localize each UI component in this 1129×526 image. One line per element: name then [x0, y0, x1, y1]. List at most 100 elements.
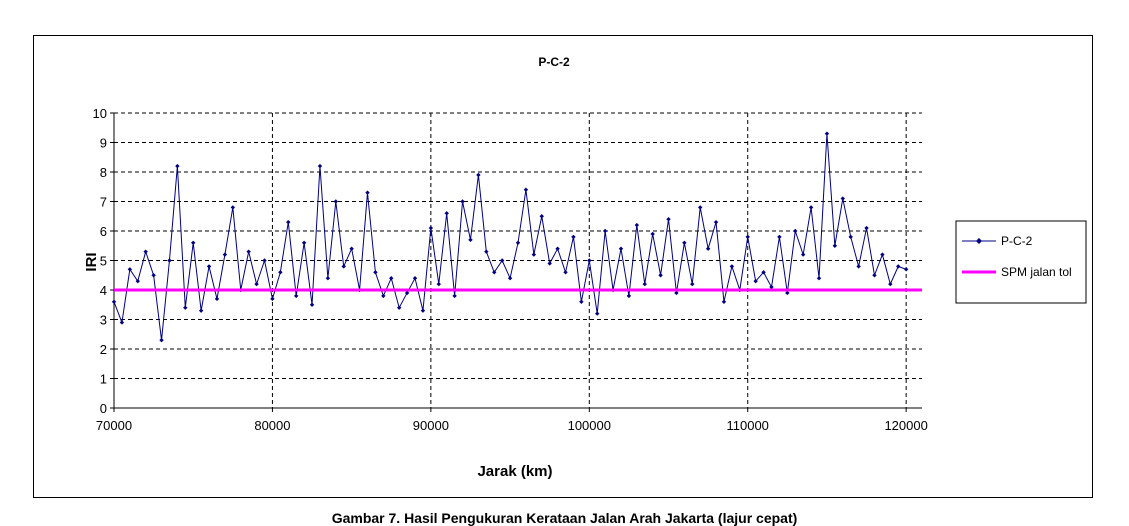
- x-tick-label-1: 80000: [254, 418, 290, 433]
- data-point: [618, 246, 624, 251]
- data-point: [745, 234, 750, 240]
- data-point: [135, 278, 140, 284]
- x-tick-label-2: 90000: [413, 418, 449, 433]
- series-line-0: [113, 133, 907, 341]
- data-point: [222, 252, 228, 257]
- data-point: [270, 296, 275, 302]
- data-point: [777, 234, 782, 240]
- data-point: [159, 337, 164, 343]
- data-point: [436, 281, 441, 287]
- data-point: [832, 243, 838, 248]
- data-point: [167, 258, 172, 263]
- data-point: [468, 237, 473, 243]
- data-point: [191, 240, 196, 245]
- data-point: [579, 299, 584, 304]
- data-point: [476, 172, 481, 178]
- data-point: [428, 225, 434, 231]
- data-point: [531, 252, 537, 257]
- y-axis-label: IRI: [83, 252, 100, 271]
- y-tick-label-2: 2: [100, 342, 107, 357]
- legend-box: [955, 220, 1087, 304]
- data-point: [658, 273, 663, 278]
- data-point: [753, 278, 758, 284]
- data-point: [444, 211, 449, 216]
- data-point: [571, 234, 576, 240]
- data-point: [682, 240, 687, 245]
- data-point: [523, 187, 529, 192]
- data-point: [262, 258, 267, 263]
- data-point: [785, 290, 790, 296]
- data-point: [547, 261, 552, 266]
- data-point: [824, 131, 830, 136]
- y-tick-label-6: 6: [100, 224, 107, 239]
- data-point: [872, 273, 877, 278]
- data-point: [539, 214, 544, 219]
- data-point: [198, 308, 204, 313]
- chart-title: P-C-2: [538, 55, 570, 69]
- data-point: [175, 163, 180, 169]
- y-tick-label-1: 1: [100, 372, 107, 387]
- data-point: [484, 249, 489, 254]
- data-point: [808, 205, 814, 210]
- data-point: [769, 284, 774, 290]
- x-tick-label-4: 110000: [727, 418, 769, 433]
- data-point: [840, 196, 845, 201]
- data-point: [713, 219, 719, 225]
- data-point: [848, 234, 853, 240]
- data-point: [492, 270, 497, 275]
- data-point: [563, 270, 568, 275]
- data-point: [412, 276, 418, 281]
- data-point: [206, 264, 212, 269]
- y-tick-label-8: 8: [100, 165, 107, 180]
- data-point: [587, 258, 592, 263]
- data-point: [381, 293, 386, 299]
- data-point: [674, 290, 679, 296]
- data-point: [761, 270, 766, 275]
- data-point: [800, 252, 806, 257]
- x-tick-label-5: 120000: [884, 418, 927, 433]
- data-point: [286, 219, 291, 225]
- legend-label-0: P-C-2: [1001, 234, 1033, 248]
- data-point: [650, 231, 655, 237]
- data-point: [143, 249, 148, 254]
- y-tick-label-9: 9: [100, 136, 107, 151]
- data-point: [325, 276, 331, 281]
- data-point: [634, 222, 640, 228]
- data-point: [309, 302, 315, 307]
- data-point: [183, 305, 188, 310]
- data-point: [396, 305, 402, 310]
- data-point: [111, 299, 117, 304]
- y-tick-label-5: 5: [100, 254, 107, 269]
- data-point: [230, 205, 236, 210]
- y-tick-label-7: 7: [100, 195, 107, 210]
- data-point: [896, 264, 901, 269]
- data-point: [127, 267, 133, 272]
- data-point: [365, 190, 370, 195]
- data-point: [697, 205, 703, 210]
- legend: P-C-2 SPM jalan tol: [955, 220, 1087, 304]
- data-point: [793, 228, 798, 234]
- data-point: [278, 270, 283, 275]
- series-layer: [111, 131, 922, 343]
- data-point: [721, 299, 727, 304]
- data-point: [404, 290, 410, 296]
- x-tick-label-3: 100000: [568, 418, 611, 433]
- x-axis-label: Jarak (km): [477, 463, 552, 480]
- data-point: [301, 240, 307, 245]
- data-point: [880, 252, 885, 257]
- data-point: [389, 276, 394, 281]
- data-point: [602, 228, 608, 234]
- data-point: [690, 281, 695, 287]
- data-point: [507, 276, 513, 281]
- data-point: [293, 293, 299, 299]
- data-point: [119, 320, 125, 325]
- figure-caption: Gambar 7. Hasil Pengukuran Kerataan Jala…: [331, 510, 798, 526]
- y-tick-label-3: 3: [100, 313, 107, 328]
- data-point: [729, 264, 735, 269]
- data-point: [254, 281, 259, 287]
- data-point: [317, 163, 323, 169]
- data-point: [864, 225, 869, 231]
- data-point: [452, 293, 457, 299]
- data-point: [555, 246, 560, 251]
- data-point: [214, 296, 220, 302]
